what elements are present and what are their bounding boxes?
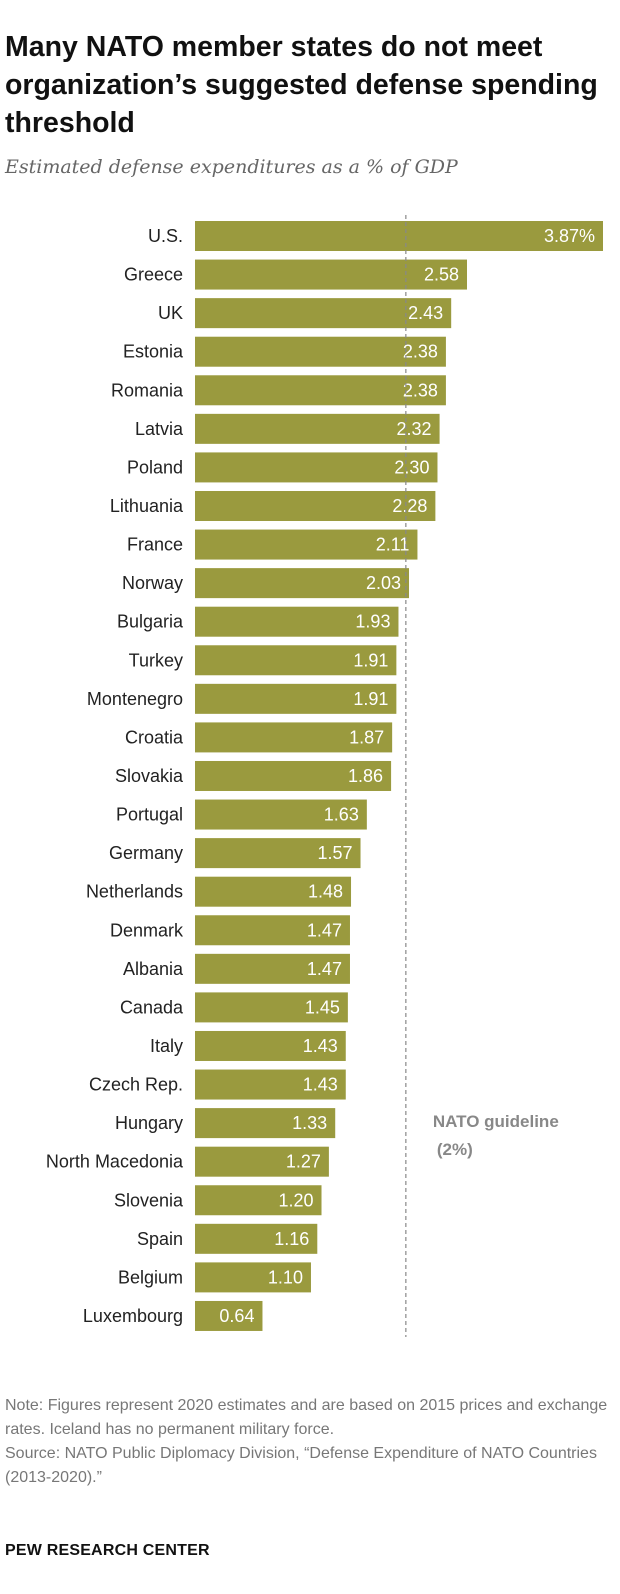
- bar: [195, 298, 452, 329]
- value-label: 1.47: [307, 959, 342, 979]
- bar: [195, 490, 436, 521]
- category-label: Poland: [127, 457, 183, 477]
- bar: [195, 876, 352, 907]
- value-label: 1.48: [308, 882, 343, 902]
- source-text: Source: NATO Public Diplomacy Division, …: [5, 1445, 597, 1486]
- bar: [195, 915, 350, 946]
- bar: [195, 568, 410, 599]
- category-label: Portugal: [116, 805, 183, 825]
- value-label: 1.43: [303, 1075, 338, 1095]
- chart-title: Many NATO member states do not meet orga…: [5, 31, 598, 139]
- category-label: U.S.: [148, 226, 183, 246]
- bar: [195, 1262, 311, 1293]
- category-label: Canada: [120, 997, 184, 1017]
- bar: [195, 1146, 329, 1177]
- category-label: Greece: [124, 265, 183, 285]
- value-label: 1.27: [286, 1152, 321, 1172]
- category-label: France: [127, 535, 183, 555]
- category-label: Netherlands: [86, 882, 183, 902]
- bar-chart: U.S. 3.87% Greece 2.58 UK 2.43 Estonia 2.38 Roma…: [46, 215, 603, 1337]
- value-label: 2.03: [366, 573, 401, 593]
- value-label: 1.33: [292, 1113, 327, 1133]
- bar: [195, 375, 446, 406]
- value-label: 2.28: [392, 496, 427, 516]
- category-label: Czech Rep.: [89, 1075, 183, 1095]
- reference-line-label: NATO guideline: [433, 1112, 559, 1131]
- bar: [195, 1069, 346, 1100]
- bar: [195, 452, 438, 483]
- footnote: Note: Figures represent 2020 estimates a…: [5, 1394, 610, 1490]
- value-label: 1.43: [303, 1036, 338, 1056]
- bar: [195, 722, 393, 753]
- bar: [195, 336, 446, 367]
- category-label: Norway: [122, 573, 183, 593]
- value-label: 1.86: [348, 766, 383, 786]
- bar: [195, 838, 361, 869]
- bar: [195, 1223, 318, 1254]
- category-label: Romania: [111, 380, 184, 400]
- category-label: UK: [158, 303, 183, 323]
- category-label: Germany: [109, 843, 183, 863]
- value-label: 1.91: [353, 689, 388, 709]
- value-label: 1.47: [307, 920, 342, 940]
- value-label: 2.38: [403, 380, 438, 400]
- bar: [195, 1185, 322, 1216]
- category-label: Montenegro: [87, 689, 183, 709]
- category-label: Croatia: [125, 727, 184, 747]
- category-label: Spain: [137, 1229, 183, 1249]
- value-label: 2.30: [394, 457, 429, 477]
- bar: [195, 645, 397, 676]
- category-label: Lithuania: [110, 496, 184, 516]
- chart-subtitle: Estimated defense expenditures as a % of…: [5, 156, 458, 178]
- value-label: 0.64: [219, 1306, 254, 1326]
- value-label: 2.58: [424, 265, 459, 285]
- bar: [195, 221, 603, 251]
- category-label: Italy: [150, 1036, 183, 1056]
- bar: [195, 529, 418, 560]
- category-label: Slovenia: [114, 1190, 184, 1210]
- bar: [195, 1030, 346, 1061]
- reference-line-label-value: (2%): [437, 1140, 473, 1159]
- bar: [195, 259, 467, 290]
- value-label: 1.10: [268, 1267, 303, 1287]
- value-label: 2.38: [403, 342, 438, 362]
- category-label: Luxembourg: [83, 1306, 183, 1326]
- value-label: 1.57: [317, 843, 352, 863]
- value-label: 1.91: [353, 650, 388, 670]
- bar: [195, 413, 440, 444]
- category-label: Turkey: [129, 650, 183, 670]
- value-label: 1.16: [274, 1229, 309, 1249]
- bar: [195, 953, 350, 984]
- category-label: Estonia: [123, 342, 184, 362]
- bar: [195, 1300, 263, 1331]
- category-label: North Macedonia: [46, 1152, 184, 1172]
- value-label: 1.87: [349, 727, 384, 747]
- category-label: Slovakia: [115, 766, 184, 786]
- bar: [195, 760, 392, 791]
- value-label: 2.32: [397, 419, 432, 439]
- value-label: 2.11: [376, 535, 410, 555]
- bar: [195, 799, 367, 830]
- value-label: 2.43: [408, 303, 443, 323]
- brand-logo-text: PEW RESEARCH CENTER: [5, 1542, 210, 1559]
- category-label: Denmark: [110, 920, 184, 940]
- category-label: Hungary: [115, 1113, 183, 1133]
- category-label: Albania: [123, 959, 184, 979]
- category-label: Belgium: [118, 1267, 183, 1287]
- value-label: 3.87%: [544, 226, 595, 246]
- category-label: Bulgaria: [117, 612, 184, 632]
- note-text: Note: Figures represent 2020 estimates a…: [5, 1397, 608, 1438]
- value-label: 1.45: [305, 997, 340, 1017]
- value-label: 1.63: [324, 805, 359, 825]
- value-label: 1.20: [278, 1190, 313, 1210]
- category-label: Latvia: [135, 419, 184, 439]
- bar: [195, 992, 348, 1023]
- bar: [195, 1108, 336, 1139]
- bar: [195, 683, 397, 714]
- value-label: 1.93: [355, 612, 390, 632]
- bar: [195, 606, 399, 637]
